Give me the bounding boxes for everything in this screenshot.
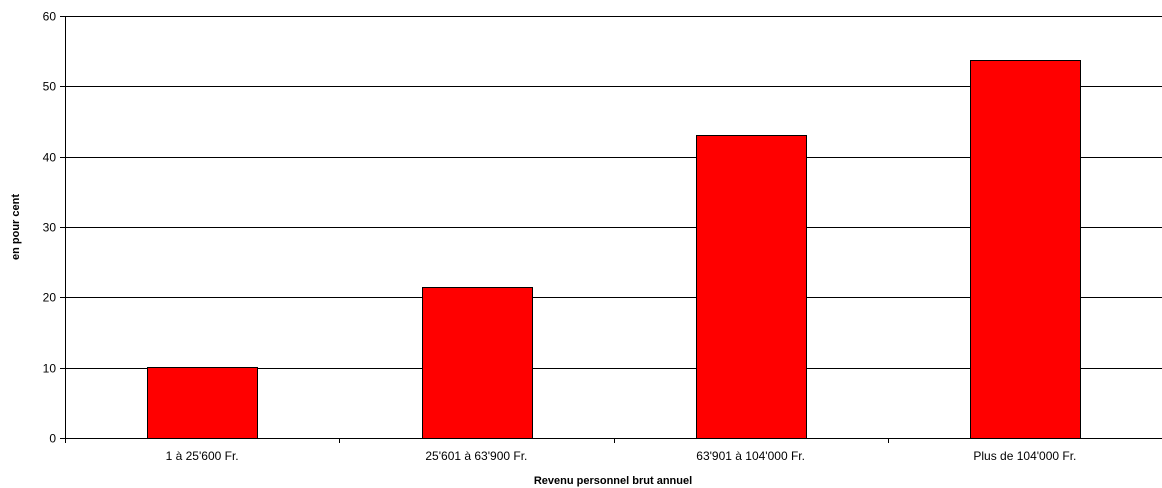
bar-0: [147, 367, 258, 439]
y-tick-label: 0: [49, 432, 56, 446]
x-tick-label: 25'601 à 63'900 Fr.: [425, 449, 527, 463]
y-tick-label: 60: [43, 10, 57, 24]
bar-1: [422, 287, 533, 439]
bars: [147, 60, 1081, 439]
y-axis-title: en pour cent: [10, 194, 22, 260]
x-tick-label: Plus de 104'000 Fr.: [973, 449, 1076, 463]
y-tick-label: 30: [43, 221, 57, 235]
axes: [60, 16, 1162, 443]
x-tick-label: 63'901 à 104'000 Fr.: [696, 449, 805, 463]
x-tick-labels: 1 à 25'600 Fr. 25'601 à 63'900 Fr. 63'901 …: [166, 449, 1077, 463]
y-tick-label: 10: [43, 362, 57, 376]
bar-2: [696, 135, 807, 439]
y-tick-labels: 0 10 20 30 40 50 60: [43, 10, 57, 446]
y-tick-label: 20: [43, 291, 57, 305]
bar-3: [970, 60, 1081, 439]
x-axis-title: Revenu personnel brut annuel: [534, 475, 692, 487]
x-tick-label: 1 à 25'600 Fr.: [166, 449, 239, 463]
y-tick-label: 40: [43, 151, 57, 165]
y-tick-label: 50: [43, 80, 57, 94]
